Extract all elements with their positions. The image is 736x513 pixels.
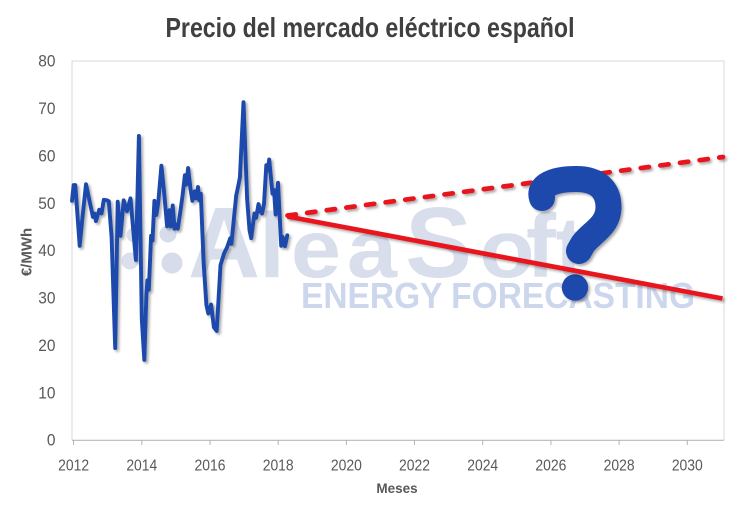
- svg-text:50: 50: [38, 195, 55, 212]
- svg-text:2022: 2022: [399, 457, 430, 475]
- svg-text:30: 30: [38, 290, 55, 307]
- svg-text:70: 70: [38, 101, 55, 118]
- svg-text:a: a: [347, 204, 398, 295]
- svg-text:80: 80: [38, 53, 55, 70]
- svg-text:Meses: Meses: [376, 481, 417, 496]
- svg-text:2028: 2028: [604, 457, 635, 475]
- svg-text:2030: 2030: [672, 457, 703, 475]
- svg-text:2014: 2014: [126, 457, 157, 475]
- svg-text:10: 10: [38, 385, 55, 402]
- svg-text:Precio del mercado eléctrico e: Precio del mercado eléctrico español: [166, 12, 575, 43]
- svg-text:40: 40: [38, 243, 55, 260]
- svg-text:20: 20: [38, 338, 55, 355]
- svg-text:2020: 2020: [331, 457, 362, 475]
- svg-text:2026: 2026: [535, 457, 566, 475]
- svg-text:2018: 2018: [263, 457, 294, 475]
- svg-text:2012: 2012: [58, 457, 89, 475]
- svg-text:f: f: [526, 197, 557, 297]
- svg-text:2024: 2024: [467, 457, 498, 475]
- svg-text:60: 60: [38, 148, 55, 165]
- svg-text:0: 0: [47, 432, 56, 449]
- svg-text:2016: 2016: [195, 457, 226, 475]
- svg-text:o: o: [479, 204, 534, 295]
- svg-text:€/MWh: €/MWh: [19, 228, 36, 276]
